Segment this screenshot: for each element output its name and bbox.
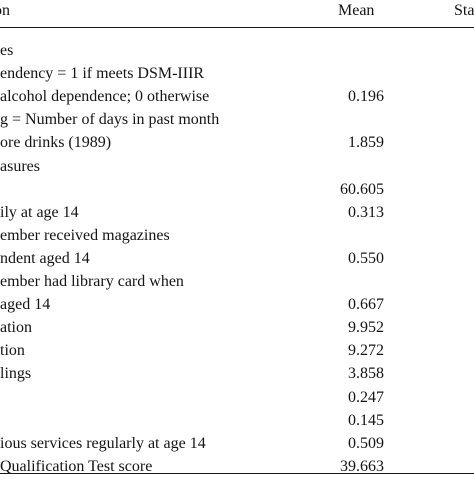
table-row: tion 9.272 bbox=[0, 341, 474, 364]
table-row: alcohol dependence; 0 otherwise 0.196 bbox=[0, 87, 474, 110]
row-description: ember had library card when bbox=[0, 273, 184, 290]
table-row: 60.605 bbox=[0, 180, 474, 203]
table-row: lings 3.858 bbox=[0, 364, 474, 387]
row-description: ation bbox=[0, 319, 32, 336]
table-row: g = Number of days in past month bbox=[0, 110, 474, 133]
row-description: lings bbox=[0, 365, 32, 382]
column-header-mean: Mean bbox=[338, 2, 375, 19]
row-mean-value: 0.550 bbox=[348, 250, 384, 267]
table-row: endency = 1 if meets DSM-IIIR bbox=[0, 64, 474, 87]
table-row: aged 14 0.667 bbox=[0, 295, 474, 318]
row-description: es bbox=[0, 42, 14, 59]
row-mean-value: 0.313 bbox=[348, 204, 384, 221]
row-description: g = Number of days in past month bbox=[0, 111, 220, 128]
table-row: 0.247 bbox=[0, 388, 474, 411]
row-description: asures bbox=[0, 158, 40, 175]
table-row: ation 9.952 bbox=[0, 318, 474, 341]
row-mean-value: 9.952 bbox=[348, 319, 384, 336]
table-row: ore drinks (1989) 1.859 bbox=[0, 133, 474, 156]
row-description: ndent aged 14 bbox=[0, 250, 90, 267]
row-mean-value: 0.667 bbox=[348, 296, 384, 313]
table-row: 0.145 bbox=[0, 411, 474, 434]
row-description: aged 14 bbox=[0, 296, 51, 313]
row-description: tion bbox=[0, 342, 25, 359]
row-mean-value: 1.859 bbox=[348, 134, 384, 151]
column-header-description: on bbox=[0, 2, 10, 19]
table-row: ember received magazines bbox=[0, 226, 474, 249]
table-row: Qualification Test score 39.663 bbox=[0, 457, 474, 480]
table-row: asures bbox=[0, 157, 474, 180]
row-mean-value: 0.145 bbox=[348, 412, 384, 429]
row-description: endency = 1 if meets DSM-IIIR bbox=[0, 65, 205, 82]
row-description: Qualification Test score bbox=[0, 458, 153, 475]
header-rule bbox=[0, 27, 474, 28]
row-mean-value: 0.196 bbox=[348, 88, 384, 105]
row-description: ious services regularly at age 14 bbox=[0, 435, 206, 452]
row-mean-value: 3.858 bbox=[348, 365, 384, 382]
row-description: ily at age 14 bbox=[0, 204, 79, 221]
table-row: ily at age 14 0.313 bbox=[0, 203, 474, 226]
table-row: ndent aged 14 0.550 bbox=[0, 249, 474, 272]
table-row: es bbox=[0, 41, 474, 64]
row-description: alcohol dependence; 0 otherwise bbox=[0, 88, 210, 105]
column-header-sd: Sta bbox=[454, 2, 474, 19]
row-mean-value: 9.272 bbox=[348, 342, 384, 359]
table-row: ious services regularly at age 14 0.509 bbox=[0, 434, 474, 457]
row-mean-value: 39.663 bbox=[340, 458, 384, 475]
row-description: ember received magazines bbox=[0, 227, 170, 244]
row-description: ore drinks (1989) bbox=[0, 134, 112, 151]
table-row: ember had library card when bbox=[0, 272, 474, 295]
row-mean-value: 0.509 bbox=[348, 435, 384, 452]
row-mean-value: 0.247 bbox=[348, 389, 384, 406]
row-mean-value: 60.605 bbox=[340, 181, 384, 198]
